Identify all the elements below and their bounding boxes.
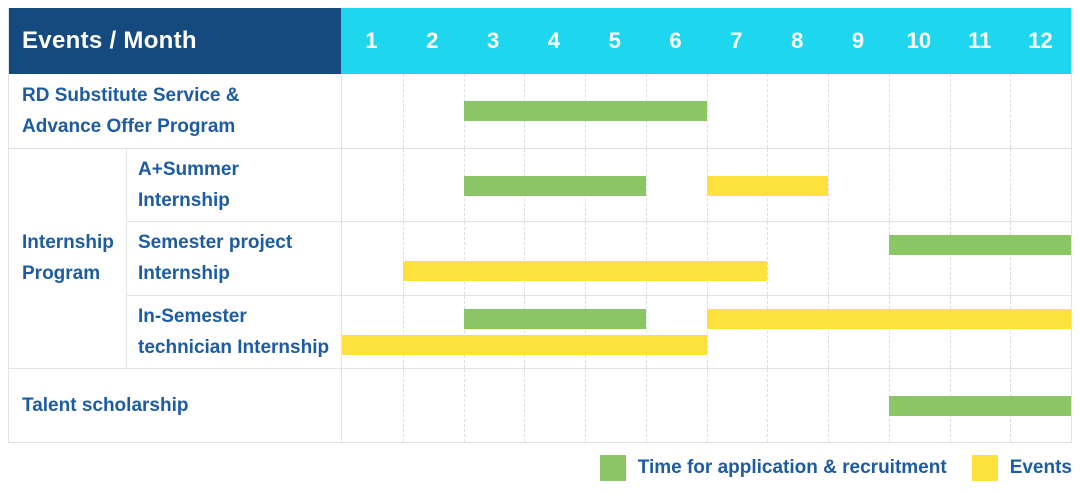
row-group-label-line: Program — [22, 263, 101, 285]
gantt-bar-events — [342, 334, 707, 355]
row-label-line: Internship — [138, 263, 230, 285]
month-gridline — [767, 74, 769, 148]
legend-item-events: Events — [971, 455, 1072, 481]
row-chart-area — [341, 368, 1071, 442]
row-label-line: Talent scholarship — [22, 395, 189, 417]
month-header-cell: 9 — [851, 28, 865, 53]
month-gridline — [585, 369, 586, 442]
gantt-bar-events — [402, 261, 768, 282]
month-gridline — [828, 295, 829, 369]
month-gridline — [828, 148, 829, 222]
row-label: Talent scholarship — [9, 368, 341, 442]
legend-label: Events — [1009, 457, 1072, 478]
row-label-line: Internship — [138, 189, 230, 211]
month-gridline — [402, 222, 404, 295]
month-gridline — [828, 222, 829, 295]
row-label: RD Substitute Service & Advance Offer Pro… — [9, 74, 341, 148]
gantt-bar-application — [888, 235, 1071, 256]
legend-item-application: Time for application & recruitment — [599, 455, 947, 481]
month-gridline — [706, 369, 708, 442]
month-gridline — [1010, 148, 1012, 222]
month-gridline — [1010, 295, 1012, 369]
month-header-cell: 12 — [1028, 28, 1053, 53]
gantt-table: Events / Month 1 2 3 4 5 6 7 8 9 10 11 12 RD Substi… — [8, 8, 1072, 443]
month-header-cell: 11 — [968, 28, 992, 53]
events-month-header: Events / Month — [9, 8, 341, 74]
month-header-cell: 7 — [730, 28, 743, 53]
month-gridline — [402, 295, 404, 369]
gantt-bar-events — [706, 308, 1071, 329]
month-gridline — [767, 369, 769, 442]
month-gridline — [463, 295, 465, 369]
row-label-line: A+Summer — [138, 158, 239, 180]
gantt-bar-application — [463, 101, 707, 121]
month-gridline — [767, 222, 769, 295]
row-label: A+Summer Internship — [126, 147, 341, 222]
month-gridline — [463, 222, 465, 295]
month-gridline — [402, 74, 404, 148]
month-gridline — [767, 295, 769, 369]
gantt-bar-events — [706, 175, 828, 196]
month-gridline — [706, 222, 708, 295]
month-gridline — [463, 369, 465, 442]
month-gridline — [706, 74, 708, 148]
month-header: 1 2 3 4 5 6 7 8 9 10 11 12 — [341, 8, 1071, 74]
month-gridline — [645, 148, 647, 222]
month-gridline — [888, 222, 890, 295]
month-header-cell: 1 — [365, 28, 378, 53]
row-group-label-line: Internship — [22, 232, 114, 254]
month-header-cell: 10 — [906, 28, 932, 53]
month-gridline — [828, 369, 829, 442]
month-header-cell: 6 — [669, 28, 682, 53]
legend-swatch-events — [971, 455, 998, 481]
gantt-bar-application — [463, 175, 646, 196]
month-header-cell: 2 — [426, 28, 439, 53]
row-label-line: Advance Offer Program — [22, 115, 236, 137]
month-gridline — [585, 222, 586, 295]
row-chart-area — [341, 74, 1071, 148]
month-header-cell: 3 — [486, 28, 500, 53]
row-label: Semester project Internship — [126, 221, 341, 295]
month-gridline — [402, 369, 404, 442]
row-chart-area — [341, 294, 1071, 369]
row-label-line: RD Substitute Service & — [22, 84, 240, 106]
month-gridline — [524, 222, 526, 295]
month-gridline — [524, 369, 526, 442]
month-gridline — [888, 295, 890, 369]
month-gridline — [949, 148, 951, 222]
legend: Time for application & recruitment Events — [8, 455, 1072, 481]
month-header-cell: 8 — [791, 28, 804, 53]
legend-label: Time for application & recruitment — [637, 457, 947, 478]
gantt-bar-application — [463, 308, 646, 329]
month-gridline — [585, 295, 586, 369]
gantt-bar-application — [888, 396, 1071, 417]
month-gridline — [645, 369, 647, 442]
month-gridline — [888, 148, 890, 222]
month-gridline — [524, 295, 526, 369]
month-gridline — [949, 222, 951, 295]
month-gridline — [949, 74, 951, 148]
month-gridline — [1010, 222, 1012, 295]
month-gridline — [888, 74, 890, 148]
row-label-line: In-Semester — [138, 306, 247, 328]
month-gridline — [1010, 74, 1012, 148]
month-header-cell: 4 — [547, 28, 561, 53]
month-gridline — [645, 222, 647, 295]
month-gridline — [949, 295, 951, 369]
row-chart-area — [341, 221, 1071, 295]
month-gridline — [402, 148, 404, 222]
row-chart-area — [341, 147, 1071, 222]
month-gridline — [706, 295, 708, 369]
legend-swatch-application — [599, 455, 626, 481]
row-group-label: Internship Program — [9, 147, 126, 369]
month-gridline — [828, 74, 829, 148]
row-label-line: Semester project — [138, 232, 293, 254]
row-label-line: technician Internship — [138, 337, 330, 359]
month-gridline — [645, 295, 647, 369]
row-label: In-Semester technician Internship — [126, 294, 341, 369]
month-header-cell: 5 — [608, 28, 621, 53]
